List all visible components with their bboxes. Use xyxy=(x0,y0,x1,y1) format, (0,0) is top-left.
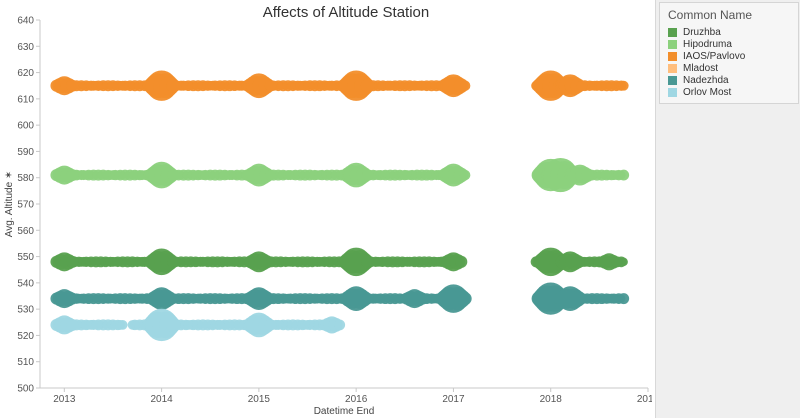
point-hipodruma xyxy=(265,169,276,181)
legend-swatch xyxy=(668,76,677,85)
point-druzhba xyxy=(611,256,623,268)
legend-label: Orlov Most xyxy=(683,87,732,98)
y-tick-label: 520 xyxy=(17,331,34,342)
legend-item-mladost[interactable]: Mladost xyxy=(668,63,718,74)
legend-swatch xyxy=(668,52,677,61)
legend-label: IAOS/Pavlovo xyxy=(683,51,746,62)
point-orlov-most xyxy=(165,317,181,333)
scatter-plot: 500 510 520 530 540 550 560 570 580 590 600 610 620 6… xyxy=(4,16,652,418)
point-iaos-pavlovo xyxy=(66,79,79,92)
x-tick-label: 2013 xyxy=(53,394,76,405)
point-iaos-pavlovo xyxy=(576,80,588,91)
legend-swatch xyxy=(668,88,677,97)
x-tick-label: 2015 xyxy=(248,394,271,405)
legend-label: Druzhba xyxy=(683,27,721,38)
legend-label: Nadezhda xyxy=(683,75,729,86)
point-nadezhda xyxy=(618,293,630,305)
y-tick-label: 590 xyxy=(17,147,34,158)
point-iaos-pavlovo xyxy=(618,80,629,91)
point-druzhba xyxy=(571,255,585,269)
legend-item-iaos-pavlovo[interactable]: IAOS/Pavlovo xyxy=(668,51,745,62)
y-tick-label: 580 xyxy=(17,173,34,184)
legend-swatch xyxy=(668,64,677,73)
legend-label: Hipodruma xyxy=(683,39,732,50)
point-orlov-most xyxy=(66,318,79,331)
legend-item-druzhba[interactable]: Druzhba xyxy=(668,27,721,38)
point-hipodruma xyxy=(618,169,630,181)
y-tick-label: 500 xyxy=(17,384,34,395)
point-druzhba xyxy=(167,255,180,268)
point-druzhba xyxy=(66,255,79,268)
point-hipodruma xyxy=(362,169,374,181)
y-tick-label: 620 xyxy=(17,68,34,79)
legend-item-orlov-most[interactable]: Orlov Most xyxy=(668,87,731,98)
y-tick-label: 570 xyxy=(17,200,34,211)
x-tick-label: 2019 xyxy=(637,394,652,405)
point-iaos-pavlovo xyxy=(360,78,375,93)
point-nadezhda xyxy=(168,293,179,304)
x-tick-label: 2014 xyxy=(150,394,173,405)
point-iaos-pavlovo xyxy=(264,80,277,92)
y-tick-label: 530 xyxy=(17,305,34,316)
y-tick-label: 510 xyxy=(17,357,34,368)
x-tick-label: 2018 xyxy=(540,394,563,405)
legend-title: Common Name xyxy=(668,8,753,22)
point-orlov-most xyxy=(117,320,128,330)
point-nadezhda xyxy=(416,292,429,305)
legend: Common Name Druzhba Hipodruma IAOS/Pavlovo… xyxy=(659,2,799,104)
point-hipodruma xyxy=(459,169,471,181)
y-tick-label: 640 xyxy=(17,16,34,27)
legend-swatch xyxy=(668,28,677,37)
point-nadezhda xyxy=(265,293,276,304)
x-tick-label: 2016 xyxy=(345,394,368,405)
point-orlov-most xyxy=(334,319,346,331)
y-axis-label: Avg. Altitude ✶ xyxy=(4,171,15,238)
point-iaos-pavlovo xyxy=(459,80,471,91)
x-tick-label: 2017 xyxy=(442,394,465,405)
point-druzhba xyxy=(361,255,375,269)
point-hipodruma xyxy=(167,168,180,182)
point-nadezhda xyxy=(458,292,472,306)
point-orlov-most xyxy=(264,319,277,331)
point-nadezhda xyxy=(66,292,79,305)
legend-item-hipodruma[interactable]: Hipodruma xyxy=(668,39,732,50)
legend-item-nadezhda[interactable]: Nadezhda xyxy=(668,75,729,86)
y-tick-label: 560 xyxy=(17,226,34,237)
point-iaos-pavlovo xyxy=(166,78,181,93)
chart-area: Affects of Altitude Station 500 510 520 530… xyxy=(4,4,652,418)
y-tick-label: 610 xyxy=(17,94,34,105)
legend-label: Mladost xyxy=(683,63,719,74)
point-nadezhda xyxy=(576,292,588,305)
point-druzhba xyxy=(259,255,274,269)
point-hipodruma xyxy=(66,169,79,182)
legend-panel: Common Name Druzhba Hipodruma IAOS/Pavlovo… xyxy=(655,0,800,418)
chart-title: Affects of Altitude Station xyxy=(262,4,430,21)
y-tick-label: 550 xyxy=(17,252,34,263)
point-hipodruma xyxy=(580,168,595,182)
y-tick-label: 600 xyxy=(17,121,34,132)
x-axis-label: Datetime End xyxy=(314,406,375,417)
legend-swatch xyxy=(668,40,677,49)
y-tick-label: 540 xyxy=(17,278,34,289)
point-nadezhda xyxy=(362,292,374,305)
y-tick-label: 630 xyxy=(17,42,34,53)
point-druzhba xyxy=(455,255,468,268)
